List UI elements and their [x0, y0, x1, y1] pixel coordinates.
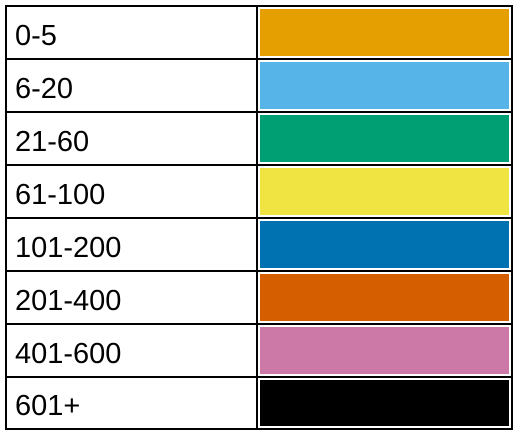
legend-color-swatch — [260, 9, 509, 56]
legend-range-label: 401-600 — [7, 325, 258, 378]
legend-color-swatch — [260, 274, 509, 321]
legend-range-label: 6-20 — [7, 60, 258, 113]
legend-swatch-cell — [258, 60, 513, 113]
legend-swatch-cell — [258, 166, 513, 219]
legend-swatch-cell — [258, 7, 513, 60]
legend-range-label: 61-100 — [7, 166, 258, 219]
legend-swatch-cell — [258, 378, 513, 430]
legend-swatch-cell — [258, 272, 513, 325]
legend-row: 601+ — [7, 378, 513, 430]
legend-color-swatch — [260, 327, 509, 374]
color-legend-table: 0-5 6-20 21-60 61-100 101-200 201-400 — [5, 5, 513, 430]
legend-color-swatch — [260, 62, 509, 109]
legend-range-label: 101-200 — [7, 219, 258, 272]
legend-row: 6-20 — [7, 60, 513, 113]
legend-range-label: 0-5 — [7, 7, 258, 60]
legend-range-label: 201-400 — [7, 272, 258, 325]
legend-color-swatch — [260, 221, 509, 268]
legend-row: 401-600 — [7, 325, 513, 378]
legend-row: 201-400 — [7, 272, 513, 325]
legend-range-label: 21-60 — [7, 113, 258, 166]
legend-color-swatch — [260, 115, 509, 162]
legend-swatch-cell — [258, 113, 513, 166]
legend-swatch-cell — [258, 325, 513, 378]
legend-row: 21-60 — [7, 113, 513, 166]
legend-range-label: 601+ — [7, 378, 258, 430]
legend-row: 0-5 — [7, 7, 513, 60]
legend-color-swatch — [260, 168, 509, 215]
legend-swatch-cell — [258, 219, 513, 272]
legend-row: 101-200 — [7, 219, 513, 272]
legend-color-swatch — [260, 380, 509, 426]
legend-row: 61-100 — [7, 166, 513, 219]
